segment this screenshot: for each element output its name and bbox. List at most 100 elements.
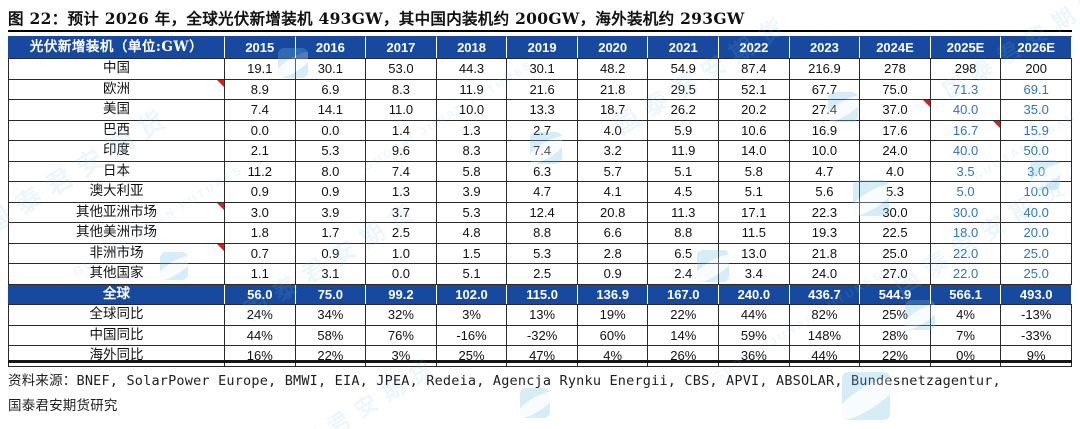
value-cell: 20.2 bbox=[718, 99, 790, 121]
value-cell: 5.7 bbox=[576, 160, 649, 182]
value-cell: 5.0 bbox=[929, 181, 1002, 203]
value-cell: 25.0 bbox=[859, 242, 931, 264]
value-cell: 5.1 bbox=[718, 181, 790, 203]
table-row: 其他美洲市场 1.8 1.7 2.5 4.8 8.8 6.6 8.8 11.5 19.3 22.5 1… bbox=[8, 222, 1072, 244]
value-cell: 5.3 bbox=[435, 201, 508, 223]
value-cell: 115.0 bbox=[506, 283, 578, 305]
value-cell: 8.8 bbox=[506, 222, 578, 244]
value-cell: 56.0 bbox=[224, 283, 296, 305]
value-cell: 4.7 bbox=[506, 181, 578, 203]
value-cell: 4.5 bbox=[647, 181, 720, 203]
value-cell: 50.0 bbox=[1000, 140, 1072, 162]
value-cell: 4.1 bbox=[576, 181, 649, 203]
value-cell: 3.7 bbox=[365, 201, 437, 223]
value-cell: 3.9 bbox=[435, 181, 508, 203]
value-cell: 82% bbox=[788, 304, 861, 326]
value-cell: 2.4 bbox=[647, 263, 720, 285]
value-cell: 25% bbox=[859, 304, 931, 326]
value-cell: 0.0 bbox=[294, 119, 367, 141]
row-label: 欧洲 bbox=[8, 78, 225, 100]
table-row: 印度 2.1 5.3 9.6 8.3 7.4 3.2 11.9 14.0 10.0 24.0 40.0… bbox=[8, 140, 1072, 162]
value-cell: 148% bbox=[788, 324, 861, 346]
value-cell: 4.0 bbox=[576, 119, 649, 141]
value-cell: 25.0 bbox=[1000, 263, 1072, 285]
value-cell: 2.7 bbox=[506, 119, 578, 141]
source-note: 资料来源：BNEF, SolarPower Europe, BMWI, EIA,… bbox=[8, 373, 1001, 414]
value-cell: 19% bbox=[576, 304, 649, 326]
value-cell: 6.6 bbox=[576, 222, 649, 244]
value-cell: 15.9 bbox=[1000, 119, 1072, 141]
value-cell: 7.4 bbox=[365, 160, 437, 182]
value-cell: 102.0 bbox=[435, 283, 508, 305]
year-header-2025E: 2025E bbox=[929, 36, 1002, 59]
value-cell: 2.1 bbox=[224, 140, 296, 162]
value-cell: 2.5 bbox=[506, 263, 578, 285]
value-cell: 1.5 bbox=[435, 242, 508, 264]
table-row: 非洲市场 0.7 0.9 1.0 1.5 5.3 2.8 6.5 13.0 21.8 25.0 22.… bbox=[8, 242, 1072, 264]
value-cell: 5.6 bbox=[788, 181, 861, 203]
table-row: 巴西 0.0 0.0 1.4 1.3 2.7 4.0 5.9 10.6 16.9 17.6 16.7 1… bbox=[8, 119, 1072, 141]
value-cell: 544.9 bbox=[859, 283, 931, 305]
row-label: 其他亚洲市场 bbox=[8, 201, 225, 223]
value-cell: 76% bbox=[365, 324, 437, 346]
value-cell: 24.0 bbox=[788, 263, 861, 285]
value-cell: 75.0 bbox=[294, 283, 367, 305]
value-cell: 22% bbox=[647, 304, 720, 326]
value-cell: 54.9 bbox=[647, 58, 720, 80]
value-cell: 26.2 bbox=[647, 99, 720, 121]
year-header-2016: 2016 bbox=[294, 36, 367, 59]
value-cell: 7.4 bbox=[506, 140, 578, 162]
table-row: 澳大利亚 0.9 0.9 1.3 3.9 4.7 4.1 4.5 5.1 5.6 5.3 5.0 10.… bbox=[8, 181, 1072, 203]
row-label: 印度 bbox=[8, 140, 225, 162]
table-title-cell: 光伏新增装机（单位:GW） bbox=[8, 36, 225, 59]
value-cell: 11.3 bbox=[647, 201, 720, 223]
value-cell: 6.5 bbox=[647, 242, 720, 264]
value-cell: 20.8 bbox=[576, 201, 649, 223]
value-cell: 4.8 bbox=[435, 222, 508, 244]
value-cell: 3.0 bbox=[224, 201, 296, 223]
value-cell: 0.7 bbox=[224, 242, 296, 264]
value-cell: 10.0 bbox=[1000, 181, 1072, 203]
value-cell: 8.8 bbox=[647, 222, 720, 244]
value-cell: 5.9 bbox=[647, 119, 720, 141]
year-header-2020: 2020 bbox=[576, 36, 649, 59]
value-cell: 13% bbox=[506, 304, 578, 326]
value-cell: 75.0 bbox=[859, 78, 931, 100]
value-cell: 298 bbox=[929, 58, 1002, 80]
row-label: 其他国家 bbox=[8, 263, 225, 285]
value-cell: 436.7 bbox=[788, 283, 861, 305]
value-cell: 58% bbox=[294, 324, 367, 346]
value-cell: 21.8 bbox=[788, 242, 861, 264]
table-row: 其他亚洲市场 3.0 3.9 3.7 5.3 12.4 20.8 11.3 17.1 22.3 30… bbox=[8, 201, 1072, 223]
value-cell: 30.0 bbox=[929, 201, 1002, 223]
value-cell: 22.5 bbox=[859, 222, 931, 244]
value-cell: 1.3 bbox=[365, 181, 437, 203]
row-label: 日本 bbox=[8, 160, 225, 182]
value-cell: 22.0 bbox=[929, 263, 1002, 285]
value-cell: 40.0 bbox=[929, 140, 1002, 162]
value-cell: 0.9 bbox=[294, 181, 367, 203]
value-cell: 14.1 bbox=[294, 99, 367, 121]
value-cell: 18.0 bbox=[929, 222, 1002, 244]
value-cell: 3.2 bbox=[576, 140, 649, 162]
year-header-2015: 2015 bbox=[224, 36, 296, 59]
value-cell: 0.9 bbox=[224, 181, 296, 203]
value-cell: 8.3 bbox=[365, 78, 437, 100]
value-cell: 278 bbox=[859, 58, 931, 80]
value-cell: 4% bbox=[929, 304, 1002, 326]
value-cell: 3.5 bbox=[929, 160, 1002, 182]
value-cell: 19.3 bbox=[788, 222, 861, 244]
value-cell: 13.3 bbox=[506, 99, 578, 121]
row-label: 美国 bbox=[8, 99, 225, 121]
value-cell: 566.1 bbox=[929, 283, 1002, 305]
table-row: 日本 11.2 8.0 7.4 5.8 6.3 5.7 5.1 5.8 4.7 4.0 3.5 3.0 bbox=[8, 160, 1072, 182]
year-header-2018: 2018 bbox=[435, 36, 508, 59]
value-cell: 136.9 bbox=[576, 283, 649, 305]
row-label: 中国 bbox=[8, 58, 225, 80]
row-label: 其他美洲市场 bbox=[8, 222, 225, 244]
value-cell: 3.4 bbox=[718, 263, 790, 285]
year-header-2019: 2019 bbox=[506, 36, 578, 59]
value-cell: 240.0 bbox=[718, 283, 790, 305]
value-cell: 5.1 bbox=[435, 263, 508, 285]
value-cell: 0.9 bbox=[294, 242, 367, 264]
